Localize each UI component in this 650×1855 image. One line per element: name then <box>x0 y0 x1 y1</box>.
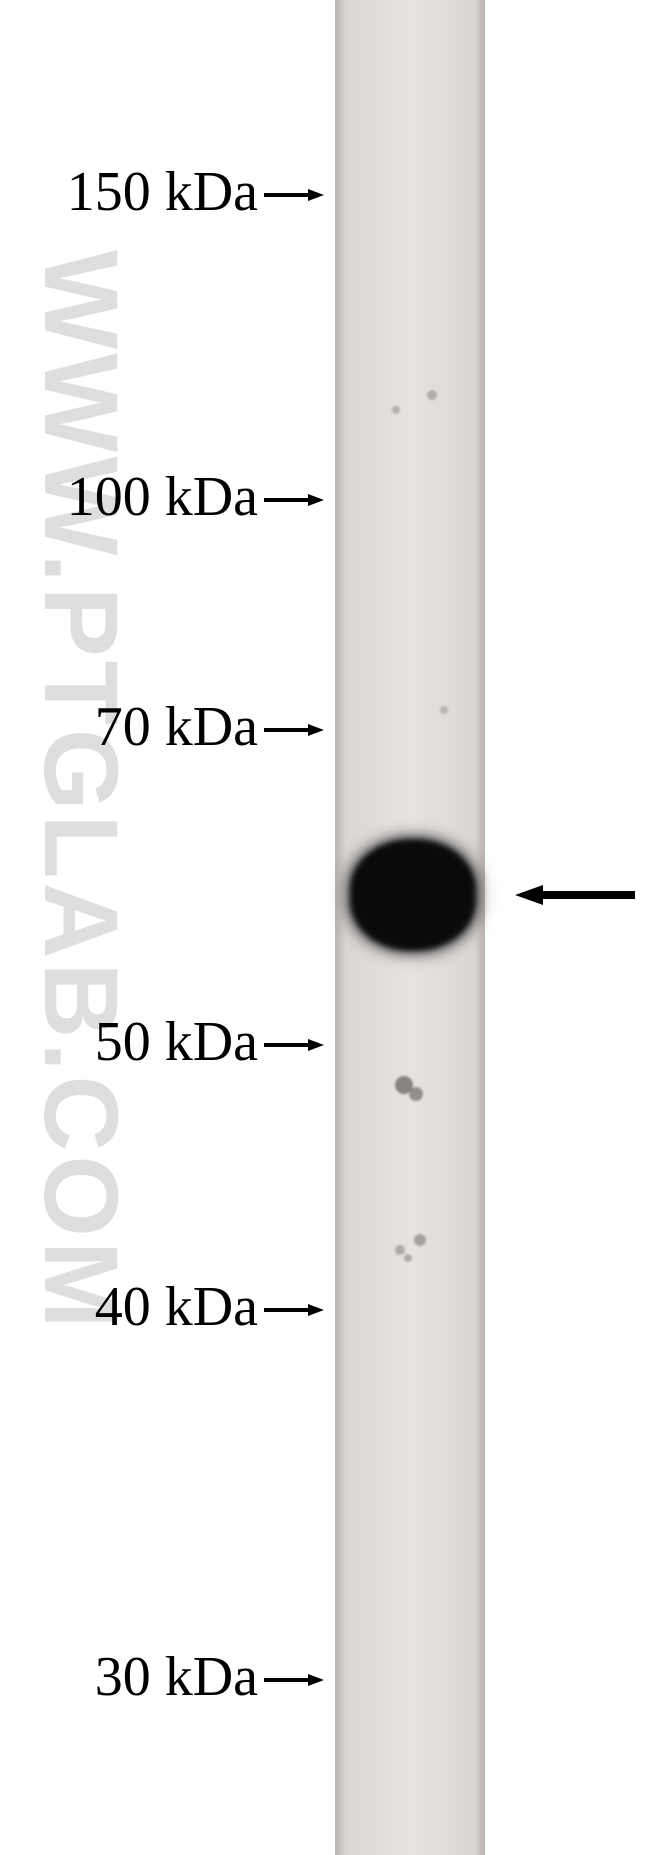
lane-noise-spot <box>440 706 448 714</box>
lane-noise-spot <box>427 390 437 400</box>
mw-label-arrow-icon <box>264 1672 324 1688</box>
mw-label: 150 kDa <box>67 160 258 224</box>
lane-noise-spot <box>404 1254 412 1262</box>
lane-noise-spot <box>395 1245 405 1255</box>
mw-label-arrow-icon <box>264 1302 324 1318</box>
target-band-arrow-icon <box>515 883 635 907</box>
mw-label: 50 kDa <box>95 1010 258 1074</box>
mw-label: 30 kDa <box>95 1645 258 1709</box>
lane-noise-spot <box>414 1234 426 1246</box>
mw-label: 70 kDa <box>95 695 258 759</box>
watermark: WWW.PTGLAB.COM <box>20 250 140 1332</box>
protein-band <box>350 839 476 951</box>
mw-label: 100 kDa <box>67 465 258 529</box>
lane-noise-spot <box>409 1087 423 1101</box>
lane-noise-spot <box>392 406 400 414</box>
mw-label: 40 kDa <box>95 1275 258 1339</box>
mw-label-arrow-icon <box>264 1037 324 1053</box>
mw-label-arrow-icon <box>264 722 324 738</box>
mw-label-arrow-icon <box>264 492 324 508</box>
mw-label-arrow-icon <box>264 187 324 203</box>
